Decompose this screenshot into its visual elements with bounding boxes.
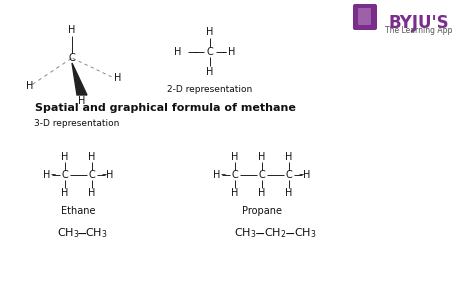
- Text: H: H: [285, 152, 292, 162]
- Text: CH$_3$: CH$_3$: [294, 226, 316, 240]
- Text: H: H: [231, 152, 239, 162]
- Text: $-$: $-$: [255, 227, 265, 239]
- Text: CH$_3$: CH$_3$: [57, 226, 79, 240]
- Text: H: H: [206, 67, 214, 77]
- Text: CH$_2$: CH$_2$: [264, 226, 286, 240]
- Text: –: –: [298, 169, 304, 179]
- Text: H: H: [106, 170, 114, 180]
- Text: Propane: Propane: [242, 206, 282, 216]
- FancyBboxPatch shape: [358, 8, 371, 25]
- Text: H: H: [258, 188, 266, 198]
- Text: H: H: [78, 96, 86, 106]
- Text: –: –: [193, 47, 199, 57]
- Text: H: H: [88, 188, 96, 198]
- Text: C: C: [286, 170, 292, 180]
- Text: 3-D representation: 3-D representation: [34, 119, 120, 127]
- Text: H: H: [303, 170, 310, 180]
- Text: H: H: [231, 188, 239, 198]
- Text: –: –: [101, 169, 107, 179]
- Text: H: H: [114, 73, 122, 83]
- Text: Ethane: Ethane: [61, 206, 96, 216]
- Text: 2-D representation: 2-D representation: [167, 85, 253, 95]
- Text: H: H: [285, 188, 292, 198]
- Text: –: –: [220, 169, 226, 179]
- Text: $-$: $-$: [284, 227, 296, 239]
- Text: –: –: [221, 47, 227, 57]
- Text: C: C: [259, 170, 265, 180]
- Text: H: H: [258, 152, 266, 162]
- Text: CH$_3$: CH$_3$: [85, 226, 107, 240]
- Text: H: H: [213, 170, 221, 180]
- Text: –: –: [50, 169, 55, 179]
- Text: Spatial and graphical formula of methane: Spatial and graphical formula of methane: [35, 103, 295, 113]
- Text: H: H: [88, 152, 96, 162]
- Text: H: H: [61, 188, 69, 198]
- Polygon shape: [72, 63, 87, 95]
- Text: C: C: [69, 53, 75, 63]
- Text: C: C: [232, 170, 238, 180]
- Text: CH$_3$: CH$_3$: [234, 226, 256, 240]
- Text: H: H: [206, 27, 214, 37]
- FancyBboxPatch shape: [353, 4, 377, 30]
- Text: H: H: [228, 47, 236, 57]
- Text: BYJU'S: BYJU'S: [389, 14, 449, 32]
- Text: C: C: [207, 47, 213, 57]
- Text: H: H: [27, 81, 34, 91]
- Text: C: C: [89, 170, 95, 180]
- Text: H: H: [43, 170, 51, 180]
- Text: H: H: [61, 152, 69, 162]
- Text: C: C: [62, 170, 68, 180]
- Text: The Learning App: The Learning App: [385, 26, 453, 35]
- Text: H: H: [174, 47, 182, 57]
- Text: $-$: $-$: [76, 227, 88, 239]
- Text: H: H: [68, 25, 76, 35]
